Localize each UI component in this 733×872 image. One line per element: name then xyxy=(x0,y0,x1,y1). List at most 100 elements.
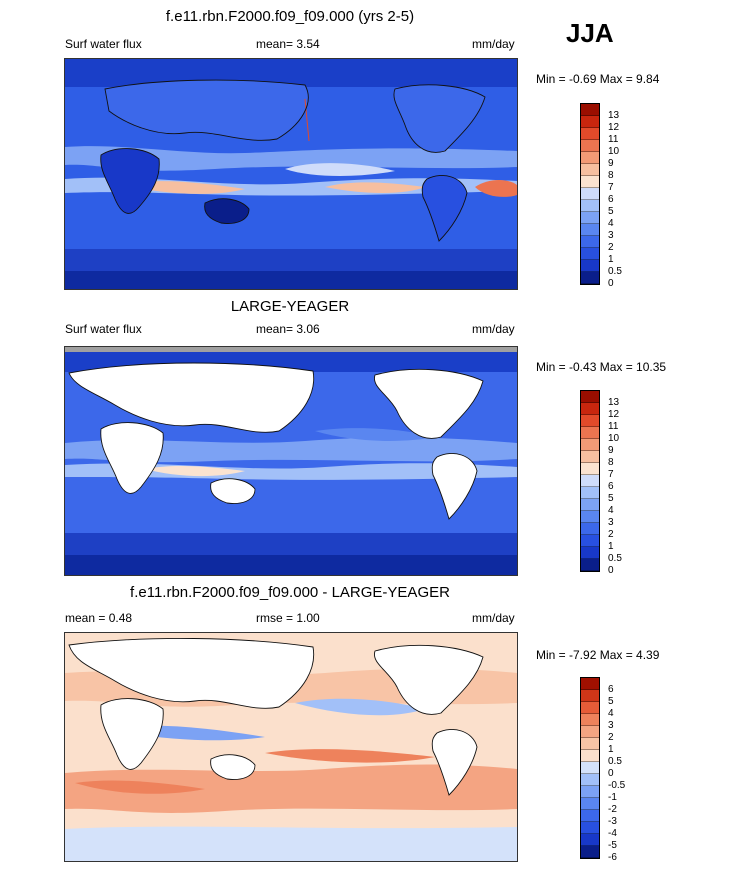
colorbar-tick-label: 6 xyxy=(608,194,614,205)
colorbar-box xyxy=(581,690,599,702)
colorbar-box xyxy=(581,523,599,535)
panel-2-map xyxy=(64,346,518,576)
colorbar-tick-label: -6 xyxy=(608,852,617,863)
colorbar-tick-label: 0 xyxy=(608,278,614,289)
panel-1-mean-label: mean= 3.54 xyxy=(256,37,320,51)
colorbar-tick-label: 1 xyxy=(608,744,614,755)
panel-3-colorbar: 6 5 4 3 2 1 0.5 0 -0.5 -1 -2 -3 -4 -5 -6 xyxy=(580,677,625,863)
colorbar-tick-label: 2 xyxy=(608,732,614,743)
panel-2-variable-label: Surf water flux xyxy=(65,322,142,336)
colorbar-tick-label: 3 xyxy=(608,230,614,241)
colorbar-box xyxy=(581,499,599,511)
colorbar-box xyxy=(581,774,599,786)
colorbar-box xyxy=(581,762,599,774)
colorbar-box xyxy=(581,846,599,858)
panel-2-minmax: Min = -0.43 Max = 10.35 xyxy=(536,360,667,374)
colorbar-tick-label: 5 xyxy=(608,206,614,217)
colorbar-tick-label: -2 xyxy=(608,804,617,815)
colorbar-tick-label: 11 xyxy=(608,421,619,432)
colorbar-tick-label: 2 xyxy=(608,529,614,540)
colorbar-tick-label: 6 xyxy=(608,481,614,492)
colorbar-box xyxy=(581,152,599,164)
colorbar-tick-label: 0 xyxy=(608,768,614,779)
colorbar-tick-label: -3 xyxy=(608,816,617,827)
panel-3-map xyxy=(64,632,518,862)
colorbar-tick-label: 8 xyxy=(608,170,614,181)
colorbar-box xyxy=(581,738,599,750)
colorbar-tick-label: 3 xyxy=(608,720,614,731)
colorbar-tick-label: 7 xyxy=(608,469,614,480)
colorbar-box xyxy=(581,463,599,475)
colorbar-tick-label: 10 xyxy=(608,146,620,157)
colorbar-box xyxy=(581,547,599,559)
colorbar-tick-label: -0.5 xyxy=(608,780,626,791)
colorbar-box xyxy=(581,511,599,523)
colorbar-tick-label: -5 xyxy=(608,840,617,851)
colorbar-tick-label: 13 xyxy=(608,110,620,121)
panel-1-map xyxy=(64,58,518,290)
colorbar-box xyxy=(581,559,599,571)
colorbar-box xyxy=(581,128,599,140)
colorbar-box xyxy=(581,116,599,128)
colorbar-box xyxy=(581,726,599,738)
panel-1-minmax: Min = -0.69 Max = 9.84 xyxy=(536,72,660,86)
colorbar-tick-label: 12 xyxy=(608,122,620,133)
colorbar-box xyxy=(581,475,599,487)
colorbar-box xyxy=(581,834,599,846)
colorbar-tick-label: 3 xyxy=(608,517,614,528)
panel-1-title: f.e11.rbn.F2000.f09_f09.000 (yrs 2-5) xyxy=(165,8,415,25)
panel-2-colorbar: 13 12 11 10 9 8 7 6 5 4 3 2 1 0.5 0 xyxy=(580,390,622,576)
colorbar-tick-label: 4 xyxy=(608,505,614,516)
colorbar-tick-label: 9 xyxy=(608,445,614,456)
panel-2-title: LARGE-YEAGER xyxy=(230,298,350,315)
panel-1-variable-label: Surf water flux xyxy=(65,37,142,51)
colorbar-box xyxy=(581,200,599,212)
colorbar-tick-label: 9 xyxy=(608,158,614,169)
colorbar-box xyxy=(581,272,599,284)
colorbar-box xyxy=(581,104,599,116)
colorbar-tick-label: 5 xyxy=(608,493,614,504)
colorbar-box xyxy=(581,810,599,822)
colorbar-box xyxy=(581,260,599,272)
colorbar-tick-label: 8 xyxy=(608,457,614,468)
colorbar-box xyxy=(581,822,599,834)
panel-2-units: mm/day xyxy=(472,322,515,336)
colorbar-tick-label: 2 xyxy=(608,242,614,253)
colorbar-box xyxy=(581,786,599,798)
colorbar-tick-label: 4 xyxy=(608,708,614,719)
colorbar-box xyxy=(581,403,599,415)
panel-3-minmax: Min = -7.92 Max = 4.39 xyxy=(536,648,660,662)
panel-1-units: mm/day xyxy=(472,37,515,51)
colorbar-tick-label: 0.5 xyxy=(608,553,622,564)
colorbar-tick-label: 5 xyxy=(608,696,614,707)
colorbar-tick-label: 11 xyxy=(608,134,619,145)
colorbar-box xyxy=(581,702,599,714)
colorbar-box xyxy=(581,750,599,762)
colorbar-box xyxy=(581,224,599,236)
colorbar-tick-label: 0.5 xyxy=(608,266,622,277)
colorbar-tick-label: 6 xyxy=(608,684,614,695)
colorbar-box xyxy=(581,798,599,810)
colorbar-box xyxy=(581,248,599,260)
colorbar-tick-label: 0.5 xyxy=(608,756,622,767)
panel-3-units: mm/day xyxy=(472,611,515,625)
colorbar-tick-label: -1 xyxy=(608,792,617,803)
colorbar-tick-label: 1 xyxy=(608,254,614,265)
colorbar-box xyxy=(581,451,599,463)
colorbar-tick-label: 10 xyxy=(608,433,620,444)
panel-1-colorbar: 13 12 11 10 9 8 7 6 5 4 3 2 1 0.5 0 xyxy=(580,103,622,289)
panel-2-mean-label: mean= 3.06 xyxy=(256,322,320,336)
colorbar-box xyxy=(581,236,599,248)
colorbar-tick-label: -4 xyxy=(608,828,617,839)
colorbar-box xyxy=(581,188,599,200)
colorbar-tick-label: 12 xyxy=(608,409,620,420)
colorbar-box xyxy=(581,212,599,224)
colorbar-box xyxy=(581,176,599,188)
colorbar-box xyxy=(581,535,599,547)
colorbar-tick-label: 7 xyxy=(608,182,614,193)
colorbar-box xyxy=(581,427,599,439)
colorbar-box xyxy=(581,391,599,403)
colorbar-box xyxy=(581,487,599,499)
colorbar-box xyxy=(581,140,599,152)
colorbar-box xyxy=(581,714,599,726)
